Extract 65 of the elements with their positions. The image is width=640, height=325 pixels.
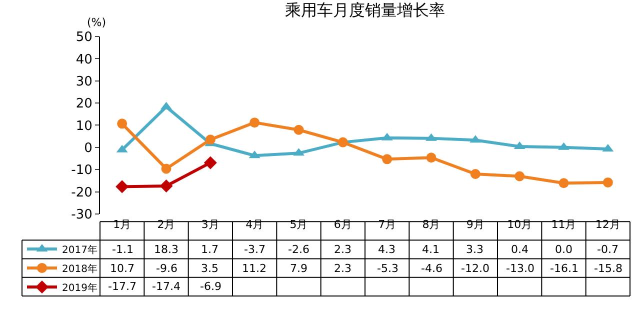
data-label: -17.4 (152, 280, 180, 293)
legend-label: 2017年 (62, 244, 98, 256)
data-label: 10.7 (110, 262, 134, 275)
chart-title: 乘用车月度销量增长率 (285, 0, 445, 20)
y-axis-title: (%) (87, 16, 106, 29)
legend-label: 2018年 (62, 262, 98, 275)
x-tick-label: 4月 (246, 218, 264, 231)
y-tick-label: -30 (71, 207, 92, 222)
x-tick-label: 11月 (551, 218, 576, 231)
data-label: -9.6 (156, 262, 178, 275)
y-tick-label: -10 (71, 163, 92, 178)
data-label: -3.7 (244, 243, 266, 256)
data-label: -2.6 (288, 243, 310, 256)
point (338, 137, 348, 148)
y-tick-label: 10 (76, 118, 92, 134)
data-label: 4.3 (378, 243, 396, 256)
data-label: 0.0 (555, 243, 572, 256)
data-label: 7.9 (290, 262, 308, 275)
data-label: -5.3 (377, 262, 398, 275)
data-label: -16.1 (550, 262, 578, 275)
data-label: -15.8 (594, 262, 622, 275)
x-tick-label: 3月 (201, 218, 220, 231)
y-tick-label: 0 (84, 140, 92, 156)
point (161, 164, 172, 174)
point (116, 180, 129, 194)
point (160, 179, 173, 192)
data-label: -12.0 (461, 262, 490, 275)
data-label: -4.6 (421, 262, 442, 275)
x-tick-label: 12月 (595, 218, 620, 231)
x-tick-label: 6月 (334, 218, 352, 231)
point (294, 124, 304, 135)
point (514, 171, 525, 182)
point (205, 134, 216, 145)
y-tick-label: -20 (71, 185, 92, 200)
point (426, 152, 436, 163)
y-tick-label: 50 (76, 30, 92, 46)
data-label: 11.2 (242, 262, 266, 275)
x-tick-label: 7月 (378, 218, 396, 231)
data-label: 0.4 (511, 243, 528, 256)
data-label: 3.5 (201, 262, 218, 275)
point (382, 154, 392, 164)
point (250, 118, 260, 128)
data-label: -1.1 (112, 243, 134, 256)
point (117, 118, 128, 129)
data-label: -0.7 (597, 243, 618, 256)
point (602, 177, 613, 188)
point (470, 169, 480, 180)
data-label: 3.3 (466, 243, 484, 256)
data-label: -17.7 (108, 280, 136, 293)
data-label: 1.7 (201, 243, 218, 256)
point (204, 156, 217, 170)
data-label: 2.3 (334, 262, 352, 275)
data-label: -13.0 (506, 262, 534, 275)
x-tick-label: 5月 (290, 218, 308, 231)
y-tick-label: 20 (76, 96, 92, 112)
y-tick-label: 30 (76, 74, 92, 90)
data-label: 4.1 (422, 243, 440, 256)
data-label: 18.3 (154, 243, 178, 256)
x-tick-label: 2月 (157, 218, 176, 231)
point (558, 178, 569, 188)
legend-label: 2019年 (62, 282, 98, 294)
y-tick-label: 40 (76, 52, 92, 68)
data-label: 2.3 (334, 243, 352, 256)
x-tick-label: 1月 (113, 218, 132, 231)
data-label: -6.9 (200, 280, 222, 293)
